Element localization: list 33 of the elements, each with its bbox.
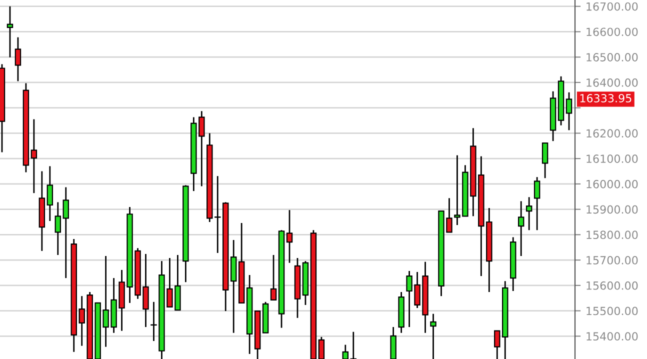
candlestick (46, 165, 54, 222)
candlestick (526, 196, 532, 231)
candlestick (542, 142, 548, 179)
y-tick-label: 15400.00 (586, 332, 638, 341)
candlestick (518, 200, 524, 257)
candlestick (318, 336, 325, 359)
y-tick-label: 16600.00 (586, 28, 638, 36)
candlestick (534, 176, 540, 231)
candlestick (54, 202, 62, 256)
candlestick (62, 186, 69, 279)
candlestick (430, 313, 436, 359)
candlestick (270, 254, 277, 301)
y-tick-label: 15500.00 (586, 306, 638, 316)
candlestick (286, 209, 293, 264)
candlestick (342, 344, 349, 359)
candlestick (566, 92, 572, 131)
y-tick-label: 16700.00 (586, 2, 638, 11)
candlestick (30, 118, 38, 194)
y-tick-label: 15800.00 (586, 230, 638, 240)
y-tick-label: 16000.00 (586, 180, 638, 188)
y-tick-label: 15700.00 (586, 256, 638, 264)
y-tick-label: 15600.00 (586, 281, 638, 290)
candlestick (214, 175, 221, 254)
candlestick (14, 36, 22, 82)
y-tick-label: 16200.00 (586, 129, 638, 138)
y-tick-label: 15900.00 (586, 205, 638, 214)
candlestick (494, 330, 500, 359)
text: 16333.95 (580, 94, 632, 102)
y-tick-label: 16500.00 (586, 53, 638, 62)
y-tick-label: 16400.00 (586, 78, 638, 87)
candlestick (390, 326, 396, 359)
candlestick (6, 6, 14, 58)
y-tick-label: 16100.00 (586, 154, 638, 163)
